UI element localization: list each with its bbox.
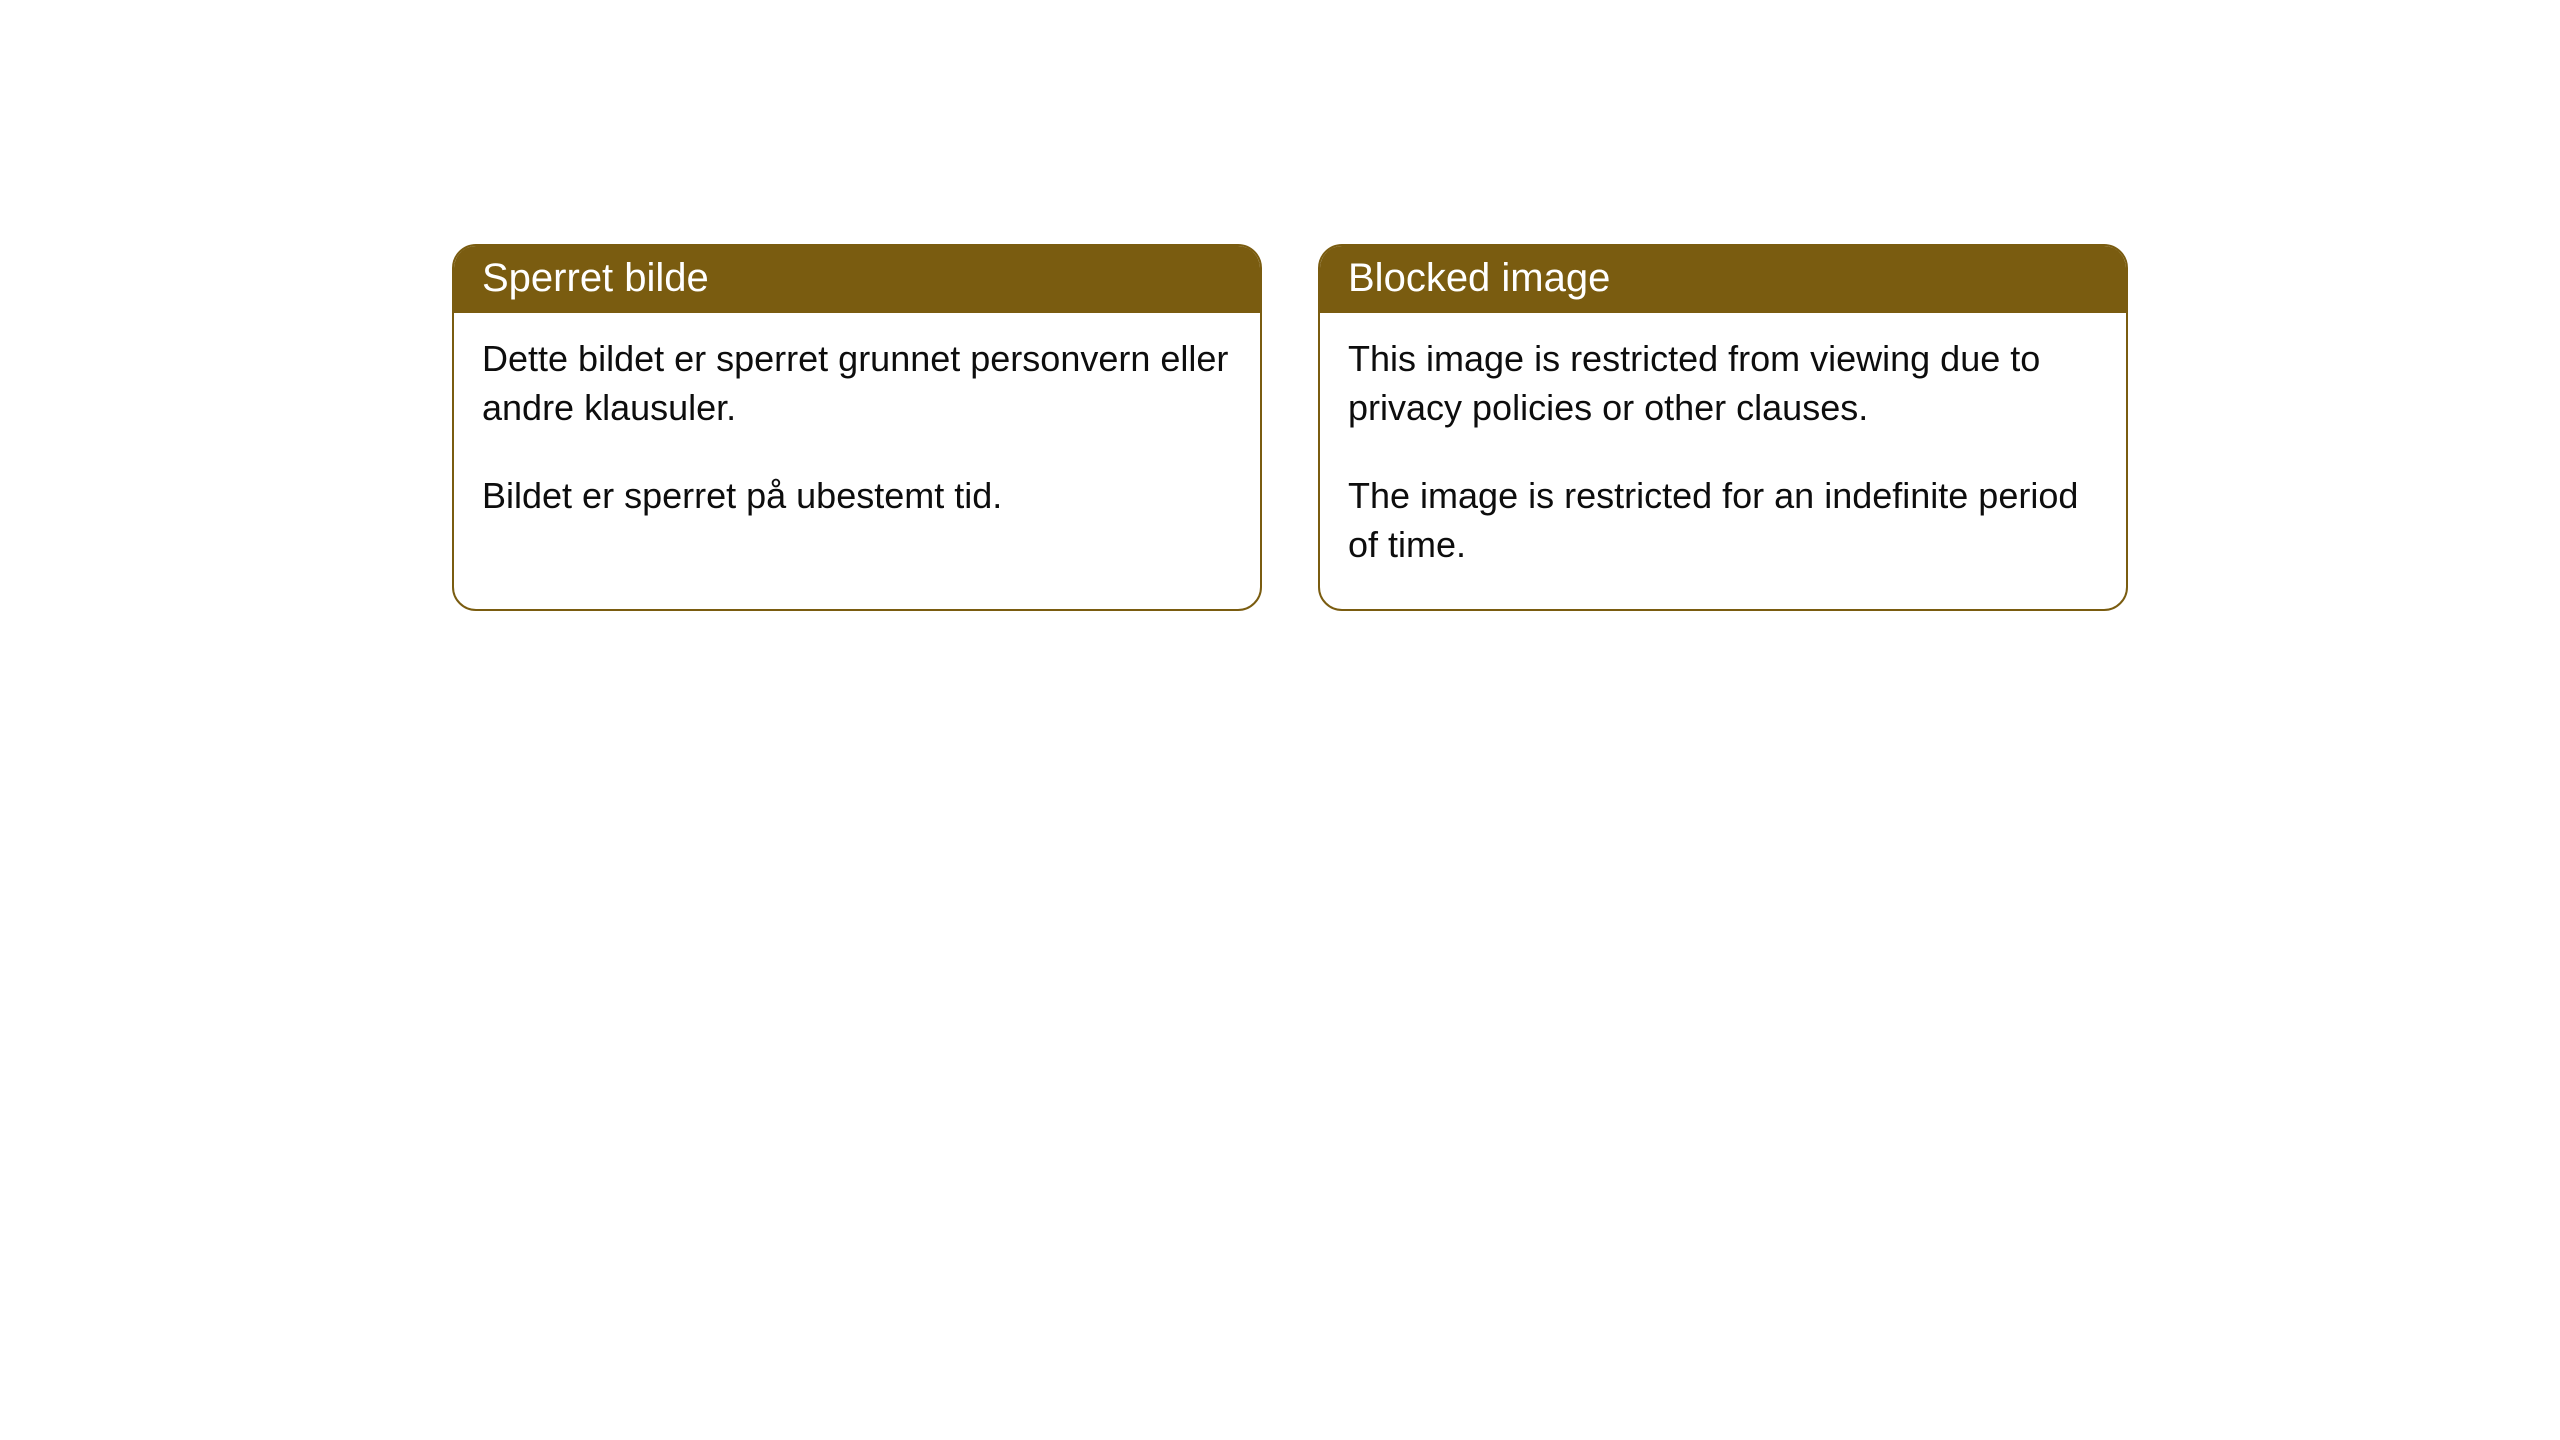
blocked-image-card-en: Blocked image This image is restricted f… bbox=[1318, 244, 2128, 611]
card-body-en: This image is restricted from viewing du… bbox=[1320, 313, 2126, 609]
card-body-no: Dette bildet er sperret grunnet personve… bbox=[454, 313, 1260, 561]
card-paragraph: The image is restricted for an indefinit… bbox=[1348, 472, 2098, 569]
card-paragraph: Bildet er sperret på ubestemt tid. bbox=[482, 472, 1232, 521]
blocked-image-card-no: Sperret bilde Dette bildet er sperret gr… bbox=[452, 244, 1262, 611]
card-header-no: Sperret bilde bbox=[454, 246, 1260, 313]
card-paragraph: Dette bildet er sperret grunnet personve… bbox=[482, 335, 1232, 432]
notice-cards-container: Sperret bilde Dette bildet er sperret gr… bbox=[452, 244, 2560, 611]
card-header-en: Blocked image bbox=[1320, 246, 2126, 313]
card-paragraph: This image is restricted from viewing du… bbox=[1348, 335, 2098, 432]
